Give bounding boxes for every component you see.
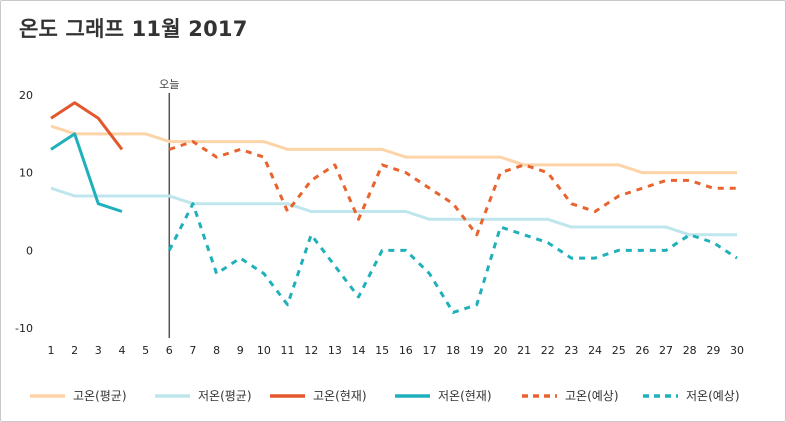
x-tick-label: 22 [541,344,555,357]
x-tick-label: 11 [281,344,295,357]
x-tick-label: 9 [237,344,244,357]
series-line-5 [168,140,737,237]
series-lines [50,101,738,314]
y-tick-label: 20 [19,89,33,102]
series-line-4 [50,132,123,213]
series-line-1 [50,124,737,175]
x-tick-label: 20 [493,344,507,357]
y-tick-label: -10 [15,322,33,335]
chart-title: 온도 그래프 11월 2017 [19,17,248,41]
x-tick-label: 2 [71,344,78,357]
legend-label[interactable]: 저온(예상) [686,389,740,403]
x-tick-label: 12 [304,344,318,357]
x-tick-label: 19 [470,344,484,357]
x-axis-ticks: 1 2 3 4 5 6 7 8 9 10 11 12 13 14 15 16 17 18 19 20 21 22 23 24 2… [48,344,745,357]
legend-label[interactable]: 고온(평균) [73,389,127,403]
x-tick-label: 26 [635,344,649,357]
x-tick-label: 8 [213,344,220,357]
x-tick-label: 15 [375,344,389,357]
x-tick-label: 7 [189,344,196,357]
series-line-3 [50,101,124,151]
x-tick-label: 10 [257,344,271,357]
x-tick-label: 1 [48,344,55,357]
x-tick-label: 24 [588,344,602,357]
x-tick-label: 17 [422,344,436,357]
series-line-2 [50,186,737,237]
x-tick-label: 13 [328,344,342,357]
x-tick-label: 3 [95,344,102,357]
x-tick-label: 27 [659,344,673,357]
today-label: 오늘 [159,78,179,91]
x-tick-label: 25 [612,344,626,357]
x-tick-label: 30 [730,344,744,357]
x-tick-label: 6 [166,344,173,357]
series-line-6 [167,202,738,314]
x-tick-label: 21 [517,344,531,357]
today-marker: 오늘 [159,78,179,338]
x-tick-label: 16 [399,344,413,357]
x-tick-label: 23 [564,344,578,357]
legend[interactable]: 고온(평균) 저온(평균) 고온(현재) 저온(현재) 고온(예상) 저온(예상) [30,389,740,403]
x-tick-label: 4 [118,344,125,357]
x-tick-label: 29 [706,344,720,357]
legend-label[interactable]: 고온(예상) [565,389,619,403]
y-axis-ticks: -10 0 10 20 [15,89,33,335]
x-tick-label: 18 [446,344,460,357]
legend-label[interactable]: 고온(현재) [313,389,367,403]
y-tick-label: 0 [26,244,33,257]
x-tick-label: 14 [352,344,366,357]
legend-label[interactable]: 저온(현재) [438,389,492,403]
x-tick-label: 28 [683,344,697,357]
legend-label[interactable]: 저온(평균) [198,389,252,403]
x-tick-label: 5 [142,344,149,357]
y-tick-label: 10 [19,167,33,180]
